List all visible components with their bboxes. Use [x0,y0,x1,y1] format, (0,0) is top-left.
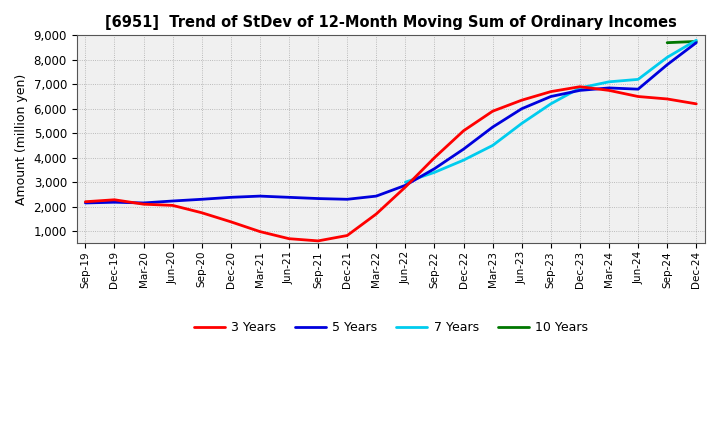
3 Years [284,236,293,241]
5 Years [401,183,410,188]
5 Years [314,196,323,201]
3 Years [110,197,119,202]
3 Years [518,98,526,103]
3 Years [430,155,438,160]
Line: 10 Years: 10 Years [667,41,696,43]
5 Years [81,200,90,205]
3 Years [634,94,642,99]
7 Years [546,101,555,106]
10 Years [692,39,701,44]
5 Years [575,88,584,93]
Legend: 3 Years, 5 Years, 7 Years, 10 Years: 3 Years, 5 Years, 7 Years, 10 Years [189,316,593,339]
3 Years [139,202,148,207]
5 Years [284,194,293,200]
7 Years [605,79,613,84]
5 Years [692,40,701,45]
5 Years [663,62,672,67]
3 Years [372,211,381,216]
5 Years [343,197,351,202]
5 Years [459,147,468,152]
3 Years [575,84,584,89]
5 Years [197,197,206,202]
5 Years [605,85,613,91]
7 Years [634,77,642,82]
7 Years [692,37,701,43]
Title: [6951]  Trend of StDev of 12-Month Moving Sum of Ordinary Incomes: [6951] Trend of StDev of 12-Month Moving… [105,15,677,30]
3 Years [197,210,206,216]
5 Years [634,87,642,92]
3 Years [168,203,177,208]
5 Years [227,194,235,200]
7 Years [575,85,584,91]
3 Years [546,89,555,94]
7 Years [518,121,526,126]
3 Years [605,88,613,93]
7 Years [401,180,410,185]
5 Years [546,94,555,99]
7 Years [459,158,468,163]
3 Years [343,233,351,238]
5 Years [372,194,381,199]
5 Years [139,200,148,205]
Y-axis label: Amount (million yen): Amount (million yen) [15,74,28,205]
10 Years [663,40,672,45]
3 Years [81,199,90,204]
3 Years [227,219,235,224]
3 Years [663,96,672,102]
3 Years [488,109,497,114]
7 Years [488,143,497,148]
3 Years [401,184,410,190]
5 Years [256,194,264,199]
3 Years [459,128,468,133]
Line: 7 Years: 7 Years [405,40,696,182]
3 Years [314,238,323,243]
7 Years [430,170,438,175]
Line: 5 Years: 5 Years [86,43,696,203]
3 Years [692,101,701,106]
5 Years [430,166,438,171]
5 Years [168,198,177,204]
5 Years [110,200,119,205]
5 Years [488,125,497,130]
Line: 3 Years: 3 Years [86,87,696,241]
7 Years [663,55,672,60]
5 Years [518,106,526,111]
3 Years [256,229,264,234]
